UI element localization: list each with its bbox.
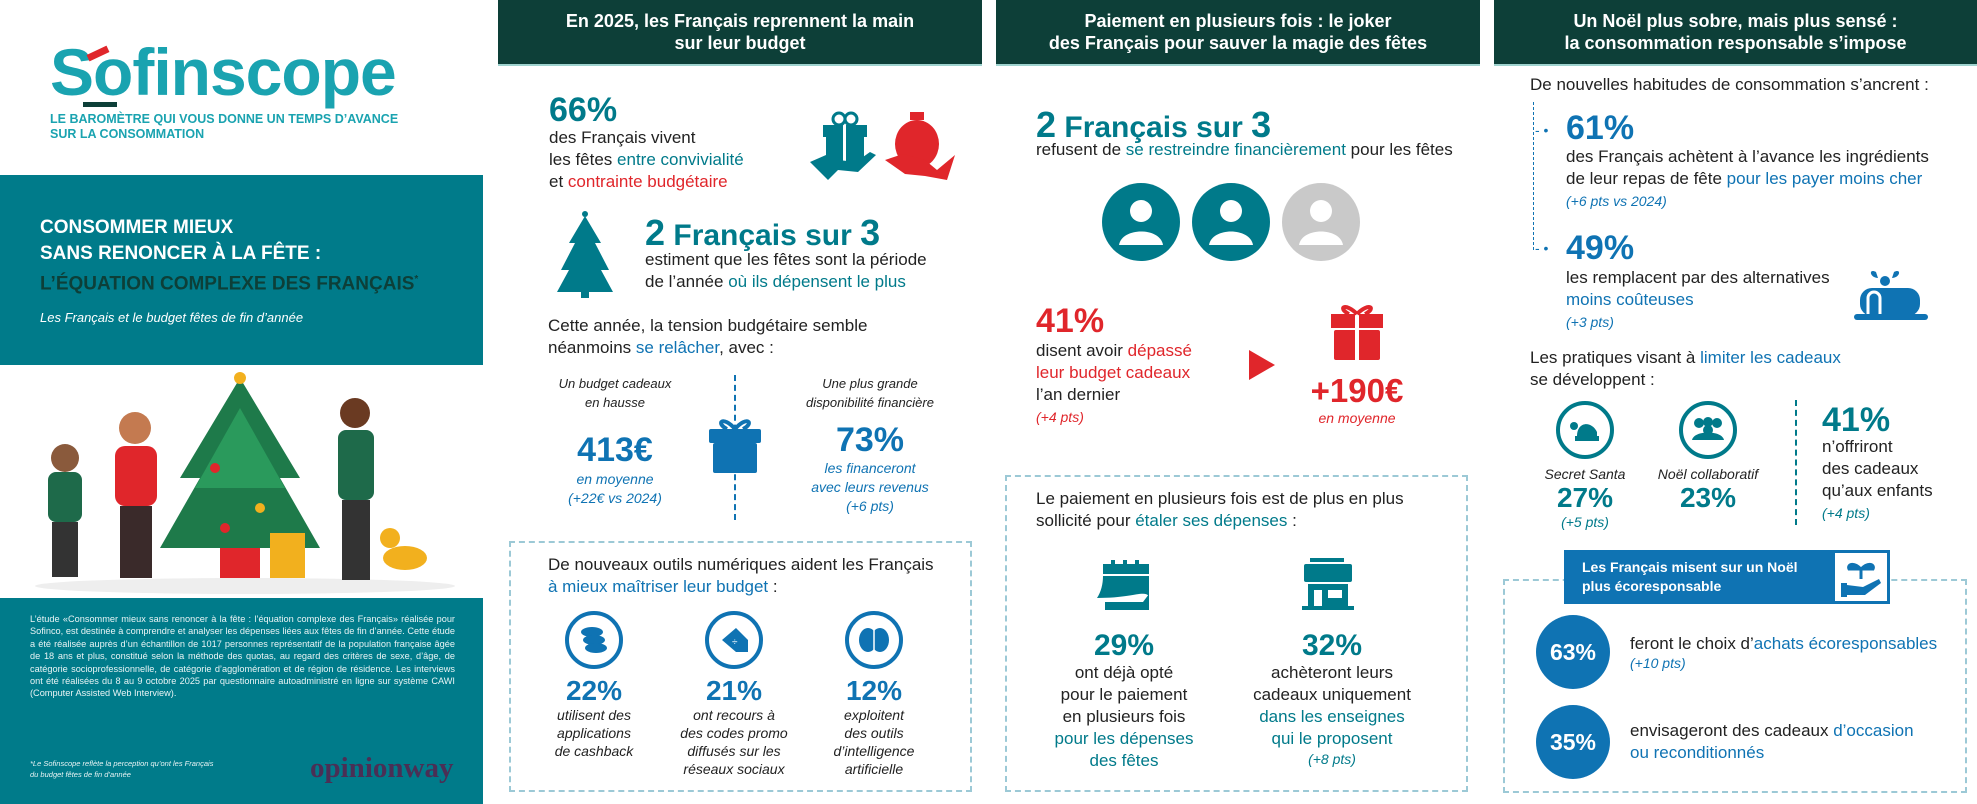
stat-35-desc: envisageront des cadeaux d’occasion ou re…	[1630, 721, 1914, 762]
section-header-budget: En 2025, les Français reprennent la main…	[498, 0, 982, 66]
stat-2-sur-3-spend: 2 Français sur 3	[645, 212, 881, 253]
tool-item-ai: 12% exploitent des outils d’intelligence ar…	[833, 675, 915, 778]
stat-49-desc: les remplacent par des alternatives moins…	[1566, 268, 1830, 330]
installment-item-32: 32% achèteront leurs cadeaux uniquement da…	[1253, 629, 1411, 768]
coins-icon	[565, 611, 623, 669]
christmas-tree-icon	[557, 211, 613, 298]
stat-63-desc: feront le choix d’achats écoresponsables…	[1630, 634, 1938, 671]
dispo-desc: les financeront avec leurs revenus (+6 pts…	[811, 460, 929, 514]
stat-2-sur-3-refuse: 2 Français sur 3	[1036, 104, 1272, 145]
footnote: *Le Sofinscope reflète la perception qu’…	[30, 759, 214, 779]
person-icon	[1192, 183, 1270, 266]
bullet-dot: - •	[1535, 240, 1549, 256]
title-block: CONSOMMER MIEUX SANS RENONCER À LA FÊTE …	[0, 175, 483, 365]
section-header-payment: Paiement en plusieurs fois : le joker des…	[996, 0, 1480, 66]
stat-61-desc: des Français achètent à l’avance les ing…	[1566, 147, 1929, 209]
tool-item-promo: 21% ont recours à des codes promo diffusés…	[680, 675, 788, 778]
section-header-responsible: Un Noël plus sobre, mais plus sensé : la …	[1494, 0, 1977, 66]
stat-2-sur-3-desc: estiment que les fêtes sont la période de…	[645, 250, 927, 291]
dispo-label: Une plus grande disponibilité financière	[806, 376, 934, 410]
stat-35-badge: 35%	[1536, 705, 1610, 779]
calendar-icon	[1097, 560, 1149, 610]
limit-gifts-intro: Les pratiques visant à limiter les cadea…	[1530, 348, 1841, 389]
arrow-right-icon	[1249, 350, 1275, 380]
methodology-text: L’étude «Consommer mieux sans renoncer à…	[30, 614, 455, 699]
budget-desc: en moyenne (+22€ vs 2024)	[568, 471, 662, 506]
collaborative-noel-stat: Noël collaboratif 23%	[1657, 466, 1759, 513]
group-people-icon	[1679, 401, 1737, 459]
subtitle: Les Français et le budget fêtes de fin d…	[40, 310, 304, 325]
store-icon	[1302, 558, 1354, 610]
people-row	[1102, 183, 1360, 266]
bullet-connector	[1533, 102, 1534, 250]
installment-box	[1005, 475, 1468, 792]
christmas-family-illustration	[35, 372, 455, 594]
digital-tools-box	[509, 541, 972, 792]
stat-61: 61%	[1566, 109, 1635, 147]
installment-title: Le paiement en plusieurs fois est de plu…	[1036, 489, 1404, 530]
installment-item-29: 29% ont déjà opté pour le paiement en plus…	[1054, 629, 1194, 771]
stat-66-desc: des Français vivent les fêtes entre conv…	[549, 128, 744, 191]
person-icon	[1282, 183, 1360, 266]
sofinscope-logo: Sofinscope	[50, 35, 397, 109]
divider	[1795, 400, 1797, 525]
eco-banner: Les Français misent sur un Noël plus écor…	[1564, 550, 1890, 604]
person-icon	[1102, 183, 1180, 266]
tension-intro: Cette année, la tension budgétaire sembl…	[548, 316, 868, 357]
main-title-line: CONSOMMER MIEUX	[40, 217, 234, 238]
overspend-amount: +190€	[1310, 372, 1404, 409]
ai-brain-icon	[845, 611, 903, 669]
digital-tools-title: De nouveaux outils numériques aident les…	[548, 555, 934, 596]
stat-41-kids-desc: n’offriront des cadeaux qu’aux enfants (+4 …	[1822, 437, 1933, 521]
overspend-amount-desc: en moyenne	[1318, 410, 1396, 426]
habits-intro: De nouvelles habitudes de consommation s…	[1530, 75, 1929, 94]
gift-icon	[709, 419, 761, 473]
stat-66: 66%	[549, 91, 618, 129]
gift-icon	[1331, 305, 1383, 360]
methodology-block: L’étude «Consommer mieux sans renoncer à…	[0, 598, 483, 804]
left-panel: Sofinscope LE BAROMÈTRE QUI VOUS DONNE U…	[0, 0, 483, 804]
secret-santa-stat: Secret Santa 27% (+5 pts)	[1544, 466, 1626, 530]
gift-in-hand-icon	[810, 111, 876, 180]
svg-text:÷: ÷	[732, 637, 738, 648]
dispo-value: 73%	[835, 421, 905, 459]
main-title-line: SANS RENONCER À LA FÊTE :	[40, 243, 322, 264]
budget-label: Un budget cadeaux en hausse	[558, 376, 672, 410]
santa-hat-icon	[1556, 401, 1614, 459]
stat-41-kids: 41%	[1822, 401, 1891, 439]
money-bag-in-hand-icon	[885, 112, 955, 180]
main-title-line: L’ÉQUATION COMPLEXE DES FRANÇAIS*	[40, 273, 419, 295]
stat-41-overspend: 41%	[1036, 302, 1105, 340]
tagline: LE BAROMÈTRE QUI VOUS DONNE UN TEMPS D’A…	[50, 112, 399, 141]
stat-49: 49%	[1566, 229, 1635, 267]
opinionway-logo: opinionway	[310, 752, 454, 784]
stat-refuse-desc: refusent de se restreindre financièremen…	[1036, 140, 1453, 159]
tool-item-cashback: 22% utilisent des applications de cashback	[554, 675, 634, 760]
budget-value: 413€	[577, 431, 653, 469]
yule-log-cake-icon	[1854, 271, 1928, 320]
stat-41-desc: disent avoir dépassé leur budget cadeaux…	[1036, 341, 1192, 425]
bullet-dot: - •	[1535, 122, 1549, 138]
plant-in-hand-icon	[1835, 553, 1887, 601]
stat-63-badge: 63%	[1536, 615, 1610, 689]
promo-tag-icon: ÷	[705, 611, 763, 669]
